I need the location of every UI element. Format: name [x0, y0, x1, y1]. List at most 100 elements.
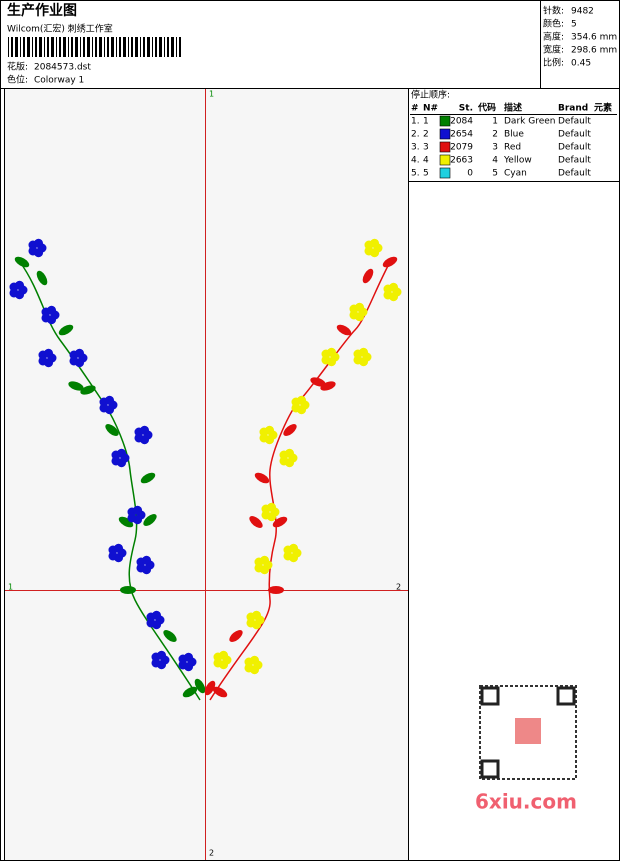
row-number: 2. [411, 130, 420, 140]
row-code: 4 [492, 156, 498, 166]
row-stitches: 2654 [450, 130, 473, 140]
watermark: 6xiu.com [475, 790, 577, 814]
stat-label: 比例: [543, 57, 564, 69]
row-brand: Default [558, 156, 591, 166]
design-area [5, 89, 408, 860]
stat-label: 针数: [543, 5, 564, 17]
leaf [272, 516, 288, 528]
leaf [362, 268, 374, 284]
row-number: 3. [411, 143, 420, 153]
qr-finder [480, 686, 500, 706]
leaf [80, 385, 96, 395]
barcode-bar [179, 37, 181, 57]
barcode-bar [147, 37, 150, 57]
barcode-bar [95, 37, 97, 57]
row-brand: Default [558, 169, 591, 179]
stat-value: 298.6 mm [571, 46, 617, 56]
stat-label: 颜色: [543, 18, 564, 30]
row-code: 1 [492, 117, 498, 127]
barcode-bar [35, 37, 37, 57]
row-needle: 5 [423, 169, 429, 179]
barcode-bar [171, 37, 174, 57]
barcode-bar [111, 37, 114, 57]
barcode-bar [15, 37, 18, 57]
petal [75, 348, 85, 358]
petal [184, 652, 194, 662]
row-description: Blue [504, 130, 524, 140]
petal [105, 395, 115, 405]
barcode-bar [123, 37, 126, 57]
barcode-bar [11, 37, 13, 57]
leaf [68, 381, 84, 391]
swatch [439, 141, 451, 153]
petal [260, 555, 270, 565]
leaf [163, 630, 177, 642]
barcode-bar [8, 37, 9, 57]
barcode-bar [167, 37, 169, 57]
barcode-bar [155, 37, 157, 57]
column-header: Brand [558, 104, 588, 114]
barcode-bar [32, 37, 33, 57]
colorway: Colorway 1 [34, 76, 84, 86]
row-needle: 2 [423, 130, 429, 140]
leaf [120, 586, 136, 594]
leaf [105, 424, 119, 436]
barcode-bar [83, 37, 85, 57]
barcode-bar [176, 37, 177, 57]
petal [157, 650, 167, 660]
barcode-bar [68, 37, 69, 57]
leaf [58, 324, 74, 336]
barcode-bar [23, 37, 25, 57]
row-stitches: 2079 [450, 143, 473, 153]
barcode-bar [56, 37, 57, 57]
row-needle: 4 [423, 156, 429, 166]
barcode-bar [80, 37, 81, 57]
axis-label: 2 [209, 849, 214, 858]
row-number: 4. [411, 156, 420, 166]
barcode-bar [152, 37, 153, 57]
barcode-bar [75, 37, 78, 57]
row-code: 5 [492, 169, 498, 179]
row-brand: Default [558, 130, 591, 140]
petal [250, 655, 260, 665]
row-needle: 3 [423, 143, 429, 153]
row-stitches: 2663 [450, 156, 473, 166]
stat-value: 0.45 [571, 59, 591, 69]
leaf [310, 377, 326, 387]
leaf [283, 424, 297, 436]
petal [285, 448, 295, 458]
barcode-bar [63, 37, 66, 57]
colorway-label: 色位: [7, 74, 28, 86]
column-header: 代码 [477, 102, 496, 114]
qr-finder [556, 686, 576, 706]
petal [389, 282, 399, 292]
row-stitches: 2084 [450, 117, 473, 127]
barcode-bar [135, 37, 138, 57]
petal [140, 425, 150, 435]
barcode-bar [128, 37, 129, 57]
barcode-bar [44, 37, 45, 57]
barcode-bar [116, 37, 117, 57]
petal [370, 238, 380, 248]
barcode-bar [107, 37, 109, 57]
leaf [182, 686, 198, 698]
design: 2084573.dst [34, 63, 91, 73]
leaf [382, 256, 398, 268]
barcode-bar [47, 37, 49, 57]
petal [117, 448, 127, 458]
barcode-bar [92, 37, 93, 57]
axis-label: 1 [8, 583, 13, 592]
leaf [140, 472, 156, 484]
swatch [439, 154, 451, 166]
barcode-bar [99, 37, 102, 57]
stem [19, 261, 201, 701]
row-stitches: 0 [467, 169, 473, 179]
petal [289, 543, 299, 553]
leaf [254, 472, 270, 484]
petal [359, 347, 369, 357]
leaf [268, 586, 284, 594]
petal [152, 610, 162, 620]
qr-logo [515, 718, 541, 744]
row-brand: Default [558, 117, 591, 127]
